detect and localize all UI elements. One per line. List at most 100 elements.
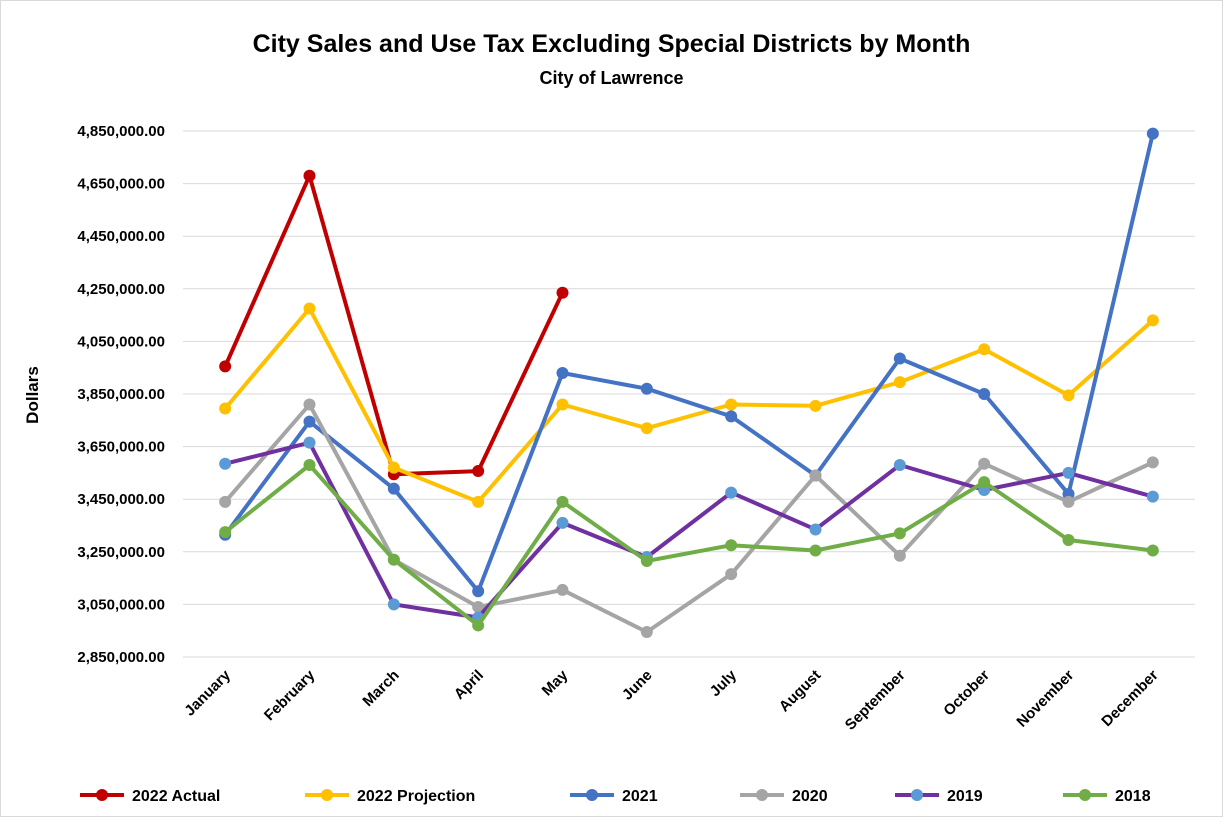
data-point (219, 360, 232, 373)
data-point (725, 410, 738, 423)
legend-label: 2022 Actual (132, 788, 220, 805)
legend-label: 2022 Projection (357, 788, 475, 805)
x-tick-label: October (940, 667, 993, 720)
data-point (472, 601, 485, 614)
data-point (893, 376, 906, 389)
data-point (978, 388, 991, 400)
y-tick-label: 3,250,000.00 (77, 544, 165, 561)
data-point (893, 352, 906, 365)
data-point (387, 461, 400, 474)
legend-item: 2022 Actual (80, 788, 220, 805)
series-line (223, 306, 1155, 504)
data-point (219, 457, 232, 470)
data-point (893, 549, 906, 562)
data-point (387, 482, 400, 495)
data-point (219, 526, 232, 539)
series-line (223, 402, 1155, 634)
data-point (809, 544, 822, 557)
data-point (1062, 533, 1075, 546)
series-lines (219, 127, 1159, 639)
legend-swatch-marker (756, 789, 768, 801)
series-line (223, 463, 1155, 628)
data-point (978, 476, 991, 489)
data-point (303, 398, 316, 411)
data-point (809, 399, 822, 412)
x-tick-label: July (707, 666, 741, 700)
data-point (472, 465, 485, 478)
data-point (1146, 490, 1159, 503)
x-tick-label: May (539, 666, 572, 699)
x-tick-label: December (1098, 667, 1161, 730)
legend-label: 2019 (947, 788, 983, 805)
data-point (640, 382, 653, 395)
legend-swatch-marker (321, 789, 333, 801)
legend-label: 2021 (622, 788, 658, 805)
legend-swatch-marker (586, 789, 598, 801)
data-point (1146, 456, 1159, 469)
y-axis-tick-labels: 4,850,000.00 4,650,000.00 4,450,000.00 4,25… (77, 123, 165, 666)
data-point (472, 495, 485, 508)
data-point (809, 469, 822, 482)
data-point (640, 555, 653, 568)
data-point (725, 486, 738, 499)
x-tick-label: February (261, 666, 319, 724)
data-point (387, 553, 400, 566)
legend-item: 2018 (1063, 788, 1151, 805)
series-line (223, 131, 1155, 594)
data-point (809, 523, 822, 536)
x-tick-label: June (619, 667, 656, 704)
legend-swatch-marker (96, 789, 108, 801)
legend-item: 2020 (740, 788, 828, 805)
series-2022-projection (219, 302, 1159, 508)
data-point (725, 568, 738, 581)
y-tick-label: 3,050,000.00 (77, 596, 165, 613)
y-axis-label: Dollars (23, 366, 42, 424)
legend-item: 2019 (895, 788, 983, 805)
series-2022-actual (219, 169, 569, 481)
x-tick-label: September (842, 667, 909, 734)
x-tick-label: April (451, 667, 487, 703)
data-point (978, 343, 991, 356)
x-tick-label: November (1013, 667, 1077, 731)
data-point (219, 402, 232, 415)
legend-label: 2018 (1115, 788, 1151, 805)
data-point (893, 459, 906, 472)
data-point (556, 398, 569, 411)
legend-swatch-marker (911, 789, 923, 801)
series-2018 (219, 459, 1159, 632)
data-point (472, 585, 485, 598)
legend-swatch-marker (1079, 789, 1091, 801)
data-point (472, 619, 485, 632)
y-tick-label: 3,850,000.00 (77, 386, 165, 403)
x-axis-tick-labels: January February March April May June July Augu… (181, 666, 1161, 733)
data-point (556, 366, 569, 379)
series-line (223, 173, 565, 477)
data-point (1062, 495, 1075, 508)
data-point (1062, 389, 1075, 402)
series-line (223, 440, 1155, 620)
chart-title: City Sales and Use Tax Excluding Special… (252, 30, 971, 58)
data-point (387, 598, 400, 611)
chart-subtitle: City of Lawrence (539, 68, 684, 88)
y-tick-label: 3,450,000.00 (77, 491, 165, 508)
data-point (303, 415, 316, 428)
series-2019 (219, 436, 1159, 624)
data-point (556, 286, 569, 299)
data-point (725, 398, 738, 411)
data-point (893, 527, 906, 540)
data-point (1146, 127, 1159, 140)
legend-item: 2021 (570, 788, 658, 805)
legend-label: 2020 (792, 788, 828, 805)
data-point (725, 539, 738, 552)
y-tick-label: 4,850,000.00 (77, 123, 165, 140)
y-tick-label: 3,650,000.00 (77, 439, 165, 456)
x-tick-label: March (359, 667, 402, 710)
data-point (556, 516, 569, 529)
data-point (303, 436, 316, 449)
y-tick-label: 4,450,000.00 (77, 228, 165, 245)
data-point (1062, 466, 1075, 479)
x-tick-label: January (181, 666, 234, 719)
data-point (303, 459, 316, 472)
data-point (640, 626, 653, 639)
